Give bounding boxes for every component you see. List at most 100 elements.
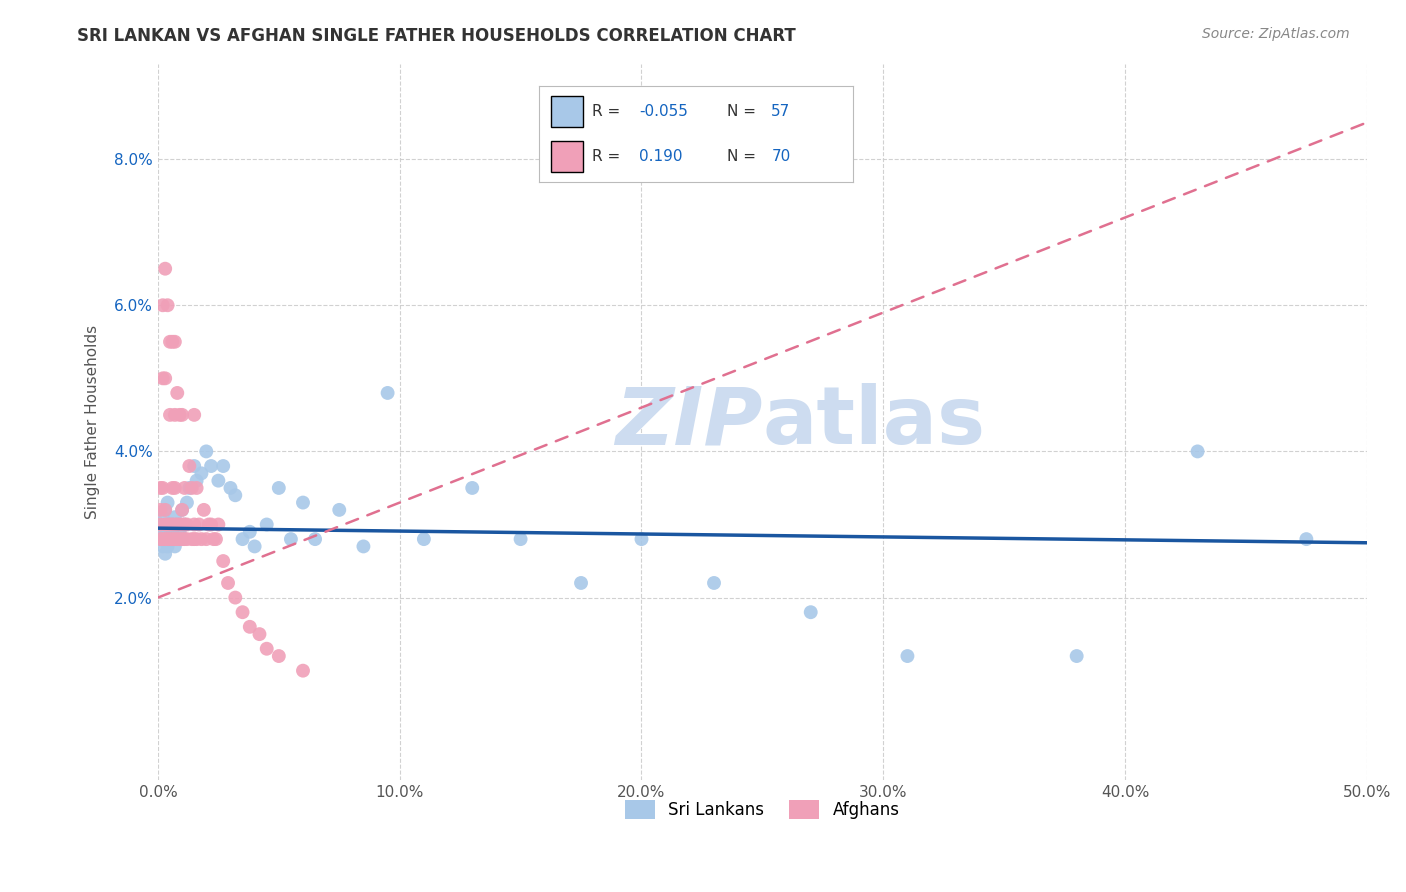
Point: [172, 532, 194, 546]
Point: [193, 503, 215, 517]
Point: [162, 532, 184, 546]
Point: [176, 495, 198, 509]
Point: [153, 503, 176, 517]
Point: [267, 648, 290, 663]
Point: [152, 371, 174, 385]
Point: [172, 503, 194, 517]
Point: [183, 408, 205, 422]
Point: [256, 517, 278, 532]
Point: [156, 517, 179, 532]
Point: [569, 576, 592, 591]
Point: [166, 532, 188, 546]
Point: [153, 547, 176, 561]
Text: SRI LANKAN VS AFGHAN SINGLE FATHER HOUSEHOLDS CORRELATION CHART: SRI LANKAN VS AFGHAN SINGLE FATHER HOUSE…: [77, 27, 796, 45]
Point: [163, 408, 186, 422]
Point: [205, 532, 228, 546]
Point: [186, 532, 208, 546]
Point: [202, 532, 225, 546]
Point: [896, 648, 918, 663]
Point: [163, 532, 186, 546]
Point: [159, 334, 181, 349]
Point: [149, 517, 172, 532]
Y-axis label: Single Father Households: Single Father Households: [86, 325, 100, 519]
Point: [149, 517, 172, 532]
Point: [153, 371, 176, 385]
Point: [162, 532, 184, 546]
Point: [162, 517, 184, 532]
Point: [153, 503, 176, 517]
Point: [159, 517, 181, 532]
Point: [159, 408, 181, 422]
Point: [461, 481, 484, 495]
Point: [152, 481, 174, 495]
Point: [153, 261, 176, 276]
Point: [224, 488, 246, 502]
Point: [149, 503, 172, 517]
Point: [153, 524, 176, 539]
Point: [232, 532, 254, 546]
Point: [172, 517, 194, 532]
Point: [183, 517, 205, 532]
Point: [800, 605, 823, 619]
Point: [188, 517, 211, 532]
Point: [179, 481, 201, 495]
Point: [163, 540, 186, 554]
Point: [630, 532, 652, 546]
Text: atlas: atlas: [762, 384, 986, 461]
Point: [249, 627, 271, 641]
Point: [200, 458, 222, 473]
Point: [217, 576, 239, 591]
Point: [159, 532, 181, 546]
Point: [180, 532, 202, 546]
Point: [291, 495, 314, 509]
Point: [152, 510, 174, 524]
Point: [291, 664, 314, 678]
Point: [162, 481, 184, 495]
Point: [156, 540, 179, 554]
Point: [149, 532, 172, 546]
Point: [509, 532, 531, 546]
Point: [328, 503, 350, 517]
Point: [152, 532, 174, 546]
Point: [172, 408, 194, 422]
Point: [207, 517, 229, 532]
Point: [156, 298, 179, 312]
Point: [195, 532, 218, 546]
Point: [212, 458, 235, 473]
Point: [163, 334, 186, 349]
Point: [166, 517, 188, 532]
Point: [243, 540, 266, 554]
Point: [179, 458, 201, 473]
Point: [180, 481, 202, 495]
Point: [239, 524, 262, 539]
Point: [377, 386, 399, 401]
Point: [176, 517, 198, 532]
Point: [152, 540, 174, 554]
Point: [212, 554, 235, 568]
Point: [190, 532, 212, 546]
Point: [219, 481, 242, 495]
Point: [169, 408, 191, 422]
Point: [163, 510, 186, 524]
Point: [224, 591, 246, 605]
Point: [156, 532, 179, 546]
Text: Source: ZipAtlas.com: Source: ZipAtlas.com: [1202, 27, 1350, 41]
Point: [162, 524, 184, 539]
Point: [186, 474, 208, 488]
Point: [153, 532, 176, 546]
Point: [256, 641, 278, 656]
Point: [412, 532, 434, 546]
Point: [197, 517, 219, 532]
Point: [232, 605, 254, 619]
Point: [173, 517, 195, 532]
Point: [173, 481, 195, 495]
Point: [159, 517, 181, 532]
Point: [169, 517, 191, 532]
Point: [152, 524, 174, 539]
Point: [239, 620, 262, 634]
Point: [159, 532, 181, 546]
Point: [172, 532, 194, 546]
Point: [304, 532, 326, 546]
Point: [152, 298, 174, 312]
Point: [267, 481, 290, 495]
